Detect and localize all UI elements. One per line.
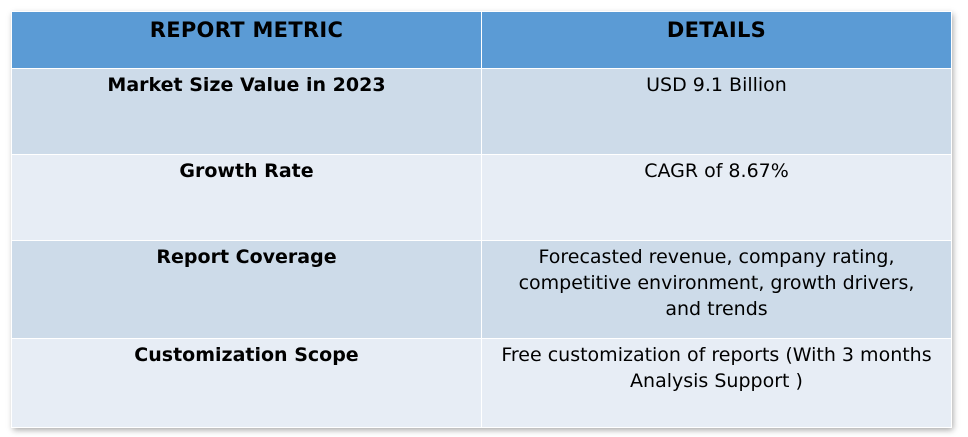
metric-cell: Growth Rate: [11, 154, 482, 241]
detail-cell: CAGR of 8.67%: [481, 154, 952, 241]
detail-cell: Free customization of reports (With 3 mo…: [481, 338, 952, 428]
table-row: Customization Scope Free customization o…: [11, 338, 952, 428]
detail-cell: USD 9.1 Billion: [481, 68, 952, 155]
column-header-details: DETAILS: [481, 11, 952, 69]
detail-cell: Forecasted revenue, company rating, comp…: [481, 240, 952, 339]
metric-cell: Market Size Value in 2023: [11, 68, 482, 155]
report-metrics-table-container: REPORT METRIC DETAILS Market Size Value …: [11, 11, 952, 428]
metric-cell: Customization Scope: [11, 338, 482, 428]
table-row: Report Coverage Forecasted revenue, comp…: [11, 240, 952, 339]
table-header-row: REPORT METRIC DETAILS: [11, 11, 952, 69]
report-metrics-table: REPORT METRIC DETAILS Market Size Value …: [11, 11, 952, 428]
table-row: Market Size Value in 2023 USD 9.1 Billio…: [11, 68, 952, 155]
table-row: Growth Rate CAGR of 8.67%: [11, 154, 952, 241]
column-header-report-metric: REPORT METRIC: [11, 11, 482, 69]
metric-cell: Report Coverage: [11, 240, 482, 339]
